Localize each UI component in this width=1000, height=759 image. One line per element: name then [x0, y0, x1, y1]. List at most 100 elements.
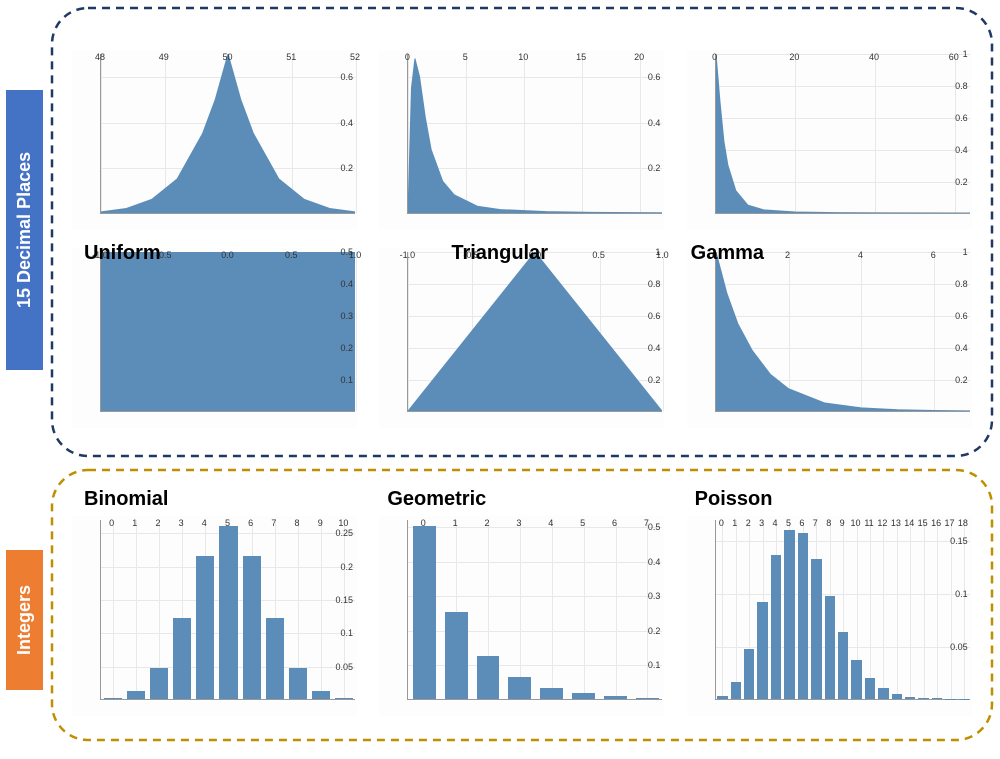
geometric-bar [445, 612, 468, 699]
ytick-label: 0.2 [648, 163, 661, 173]
xtick-label: 1.0 [349, 250, 362, 260]
xtick-label: 0.5 [285, 250, 298, 260]
xtick-label: 51 [286, 52, 296, 62]
ytick-label: 0.4 [648, 557, 661, 567]
ytick-label: 0.4 [955, 145, 968, 155]
lognorm-series [408, 54, 662, 213]
ytick-label: 0.1 [648, 660, 661, 670]
xtick-label: 10 [851, 518, 861, 528]
ytick-label: 0.1 [340, 628, 353, 638]
uniform-series [101, 252, 355, 411]
poisson-bar [851, 660, 861, 699]
xtick-label: 10 [338, 518, 348, 528]
xtick-label: 15 [918, 518, 928, 528]
xtick-label: 0.5 [592, 250, 605, 260]
integers-label: Integers [6, 550, 43, 690]
ytick-label: 0.6 [648, 72, 661, 82]
chart-title-poisson: Poisson [695, 488, 773, 511]
xtick-label: 3 [179, 518, 184, 528]
binomial-bar [289, 668, 307, 699]
ytick-label: 0.3 [340, 311, 353, 321]
xtick-label: -1.0 [400, 250, 416, 260]
xtick-label: 8 [826, 518, 831, 528]
ytick-label: 1 [963, 247, 968, 257]
ytick-label: 1 [963, 49, 968, 59]
xtick-label: 20 [634, 52, 644, 62]
chart-normal: 0.20.40.64849505152 [72, 50, 357, 230]
xtick-label: 2 [485, 518, 490, 528]
xtick-label: 1 [132, 518, 137, 528]
gamma-series [716, 252, 970, 411]
binomial-bar [335, 698, 353, 699]
ytick-label: 0.4 [340, 279, 353, 289]
xtick-label: 48 [95, 52, 105, 62]
xtick-label: 7 [271, 518, 276, 528]
poisson-bar [892, 694, 902, 699]
poisson-bar [798, 533, 808, 699]
xtick-label: 7 [813, 518, 818, 528]
binomial-bar [150, 668, 168, 699]
xtick-label: 11 [864, 518, 873, 528]
xtick-label: 3 [516, 518, 521, 528]
xtick-label: 18 [958, 518, 968, 528]
chart-triangular: Triangular 0.20.40.60.81-1.0-0.50.00.51.… [379, 248, 664, 428]
xtick-label: 3 [759, 518, 764, 528]
ytick-label: 0.15 [335, 595, 353, 605]
xtick-label: 4 [548, 518, 553, 528]
ytick-label: 0.8 [955, 279, 968, 289]
geometric-bar [572, 693, 595, 699]
xtick-label: 2 [785, 250, 790, 260]
ytick-label: 0.4 [648, 343, 661, 353]
ytick-label: 0.1 [340, 375, 353, 385]
decimal-charts-grid: 0.20.40.64849505152 0.20.40.605101520 0.… [72, 50, 972, 428]
xtick-label: 2 [746, 518, 751, 528]
ytick-label: 0.25 [335, 528, 353, 538]
xtick-label: 1 [453, 518, 458, 528]
xtick-label: 7 [644, 518, 649, 528]
ytick-label: 0.6 [955, 311, 968, 321]
xtick-label: 14 [904, 518, 914, 528]
geometric-bar [604, 696, 627, 699]
geometric-bar [540, 688, 563, 699]
xtick-label: 40 [869, 52, 879, 62]
poisson-bar [878, 688, 888, 699]
xtick-label: 2 [155, 518, 160, 528]
ytick-label: 0.6 [340, 72, 353, 82]
binomial-bar [173, 618, 191, 699]
xtick-label: 4 [202, 518, 207, 528]
chart-poisson: Poisson 0.050.10.15012345678910111213141… [687, 490, 972, 716]
xtick-label: 9 [318, 518, 323, 528]
poisson-bar [838, 632, 848, 699]
chart-geometric: Geometric 0.10.20.30.40.501234567 [379, 490, 664, 716]
geometric-bar [508, 677, 531, 699]
xtick-label: 6 [612, 518, 617, 528]
ytick-label: 0.2 [648, 626, 661, 636]
ytick-label: 0.4 [955, 343, 968, 353]
poisson-bar [905, 697, 915, 699]
geometric-bar [636, 698, 659, 699]
binomial-bar [196, 556, 214, 699]
xtick-label: 1 [732, 518, 737, 528]
xtick-label: 17 [945, 518, 955, 528]
poisson-bar [731, 682, 741, 699]
decimal-places-label: 15 Decimal Places [6, 90, 43, 370]
exp-series [716, 54, 970, 213]
ytick-label: 0.2 [340, 343, 353, 353]
xtick-label: 13 [891, 518, 901, 528]
poisson-bar [932, 698, 942, 699]
xtick-label: 8 [295, 518, 300, 528]
chart-title-gamma: Gamma [691, 242, 764, 265]
chart-title-binomial: Binomial [84, 488, 168, 511]
xtick-label: 50 [222, 52, 232, 62]
ytick-label: 0.2 [340, 562, 353, 572]
geometric-bar [413, 526, 436, 699]
chart-binomial: Binomial 0.050.10.150.20.25012345678910 [72, 490, 357, 716]
ytick-label: 0.05 [335, 662, 353, 672]
xtick-label: 0 [109, 518, 114, 528]
binomial-bar [219, 526, 237, 699]
poisson-bar [717, 696, 727, 699]
poisson-bar [918, 698, 928, 699]
xtick-label: 10 [518, 52, 528, 62]
ytick-label: 0.6 [955, 113, 968, 123]
xtick-label: 9 [840, 518, 845, 528]
